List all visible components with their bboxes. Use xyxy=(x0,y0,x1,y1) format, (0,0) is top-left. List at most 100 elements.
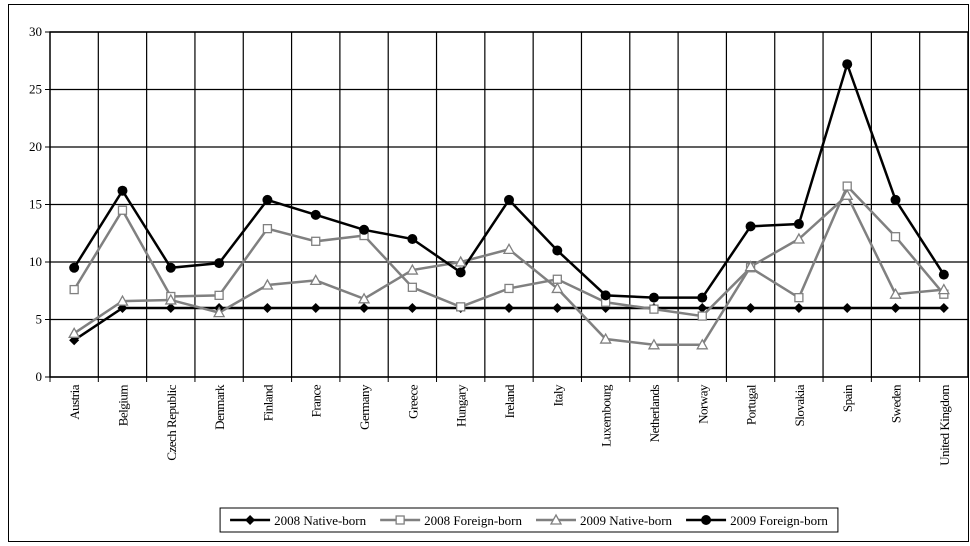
marker xyxy=(406,263,419,275)
marker xyxy=(552,274,562,284)
marker xyxy=(504,283,514,294)
x-tick-label: Spain xyxy=(840,384,855,412)
marker xyxy=(214,290,224,301)
marker xyxy=(793,303,804,313)
marker xyxy=(938,269,949,280)
marker xyxy=(502,243,516,255)
marker xyxy=(407,234,418,244)
x-tick-label: Hungary xyxy=(454,384,469,427)
marker xyxy=(407,282,418,292)
y-tick-label: 25 xyxy=(29,82,42,97)
x-tick-label: Austria xyxy=(67,384,82,420)
y-tick-label: 30 xyxy=(29,24,42,39)
legend-label: 2009 Foreign-born xyxy=(730,513,828,528)
marker xyxy=(359,303,370,313)
x-tick-label: France xyxy=(309,384,324,417)
marker xyxy=(793,219,804,230)
marker xyxy=(697,303,708,313)
x-tick-label: Germany xyxy=(357,384,372,430)
y-tick-label: 10 xyxy=(29,254,42,269)
marker xyxy=(261,278,274,290)
x-tick-label: Greece xyxy=(405,384,420,419)
marker xyxy=(744,260,757,272)
x-tick-label: Portugal xyxy=(744,384,759,425)
y-tick-label: 0 xyxy=(36,369,43,384)
legend-label: 2008 Native-born xyxy=(274,513,367,528)
marker xyxy=(504,194,514,205)
marker xyxy=(504,303,514,313)
legend: 2008 Native-born 2008 Foreign-born 2009 Na… xyxy=(219,507,839,533)
legend-label: 2008 Foreign-born xyxy=(424,513,522,528)
x-tick-label: Czech Republic xyxy=(164,384,179,460)
marker xyxy=(455,267,466,278)
x-tick-label: Denmark xyxy=(212,384,227,430)
marker xyxy=(262,194,273,205)
marker xyxy=(549,513,563,525)
marker xyxy=(697,292,708,303)
marker xyxy=(310,303,321,313)
marker xyxy=(890,232,901,242)
x-tick-label: Luxembourg xyxy=(599,384,614,447)
marker xyxy=(395,515,405,525)
chart-frame xyxy=(8,4,969,542)
legend-label: 2009 Native-born xyxy=(580,513,673,528)
marker xyxy=(551,282,564,294)
marker xyxy=(701,515,712,525)
marker xyxy=(357,292,371,304)
x-tick-label: Italy xyxy=(550,384,565,406)
marker xyxy=(842,303,853,313)
marker xyxy=(792,232,805,244)
marker xyxy=(407,303,418,313)
marker xyxy=(359,224,370,235)
marker xyxy=(794,292,804,303)
marker xyxy=(842,181,852,191)
marker xyxy=(647,338,661,350)
marker xyxy=(262,223,273,234)
marker xyxy=(890,303,901,313)
marker xyxy=(262,303,273,313)
marker xyxy=(165,262,176,273)
y-tick-label: 5 xyxy=(36,312,43,327)
marker xyxy=(116,294,129,306)
marker xyxy=(245,515,256,525)
marker xyxy=(214,258,225,269)
marker xyxy=(69,262,80,273)
series-line xyxy=(73,193,944,347)
marker xyxy=(649,304,659,314)
marker xyxy=(697,311,707,321)
marker xyxy=(745,303,756,313)
marker xyxy=(889,287,902,299)
marker xyxy=(841,188,854,200)
x-tick-label: Belgium xyxy=(115,385,130,427)
marker xyxy=(890,194,901,205)
x-tick-label: Finland xyxy=(260,384,275,421)
marker xyxy=(552,245,563,256)
marker xyxy=(68,326,81,338)
marker xyxy=(648,292,659,303)
marker xyxy=(937,283,950,295)
marker xyxy=(117,205,128,215)
x-tick-label: Sweden xyxy=(889,384,904,423)
marker xyxy=(552,303,563,313)
x-tick-label: Slovakia xyxy=(792,384,807,426)
marker xyxy=(600,290,611,301)
marker xyxy=(165,303,176,313)
marker xyxy=(213,306,226,318)
y-tick-label: 15 xyxy=(29,197,42,212)
marker xyxy=(309,274,322,286)
legend-box xyxy=(219,507,839,533)
x-tick-label: Ireland xyxy=(502,384,517,418)
marker xyxy=(745,221,756,232)
marker xyxy=(456,302,466,312)
marker xyxy=(310,209,321,220)
x-tick-label: Norway xyxy=(695,384,710,424)
marker xyxy=(164,293,177,305)
marker xyxy=(696,338,709,350)
marker xyxy=(842,59,853,70)
x-tick-label: Netherlands xyxy=(647,385,662,443)
marker xyxy=(599,332,612,344)
marker xyxy=(311,236,321,246)
y-tick-label: 20 xyxy=(29,139,42,154)
marker xyxy=(69,284,79,295)
